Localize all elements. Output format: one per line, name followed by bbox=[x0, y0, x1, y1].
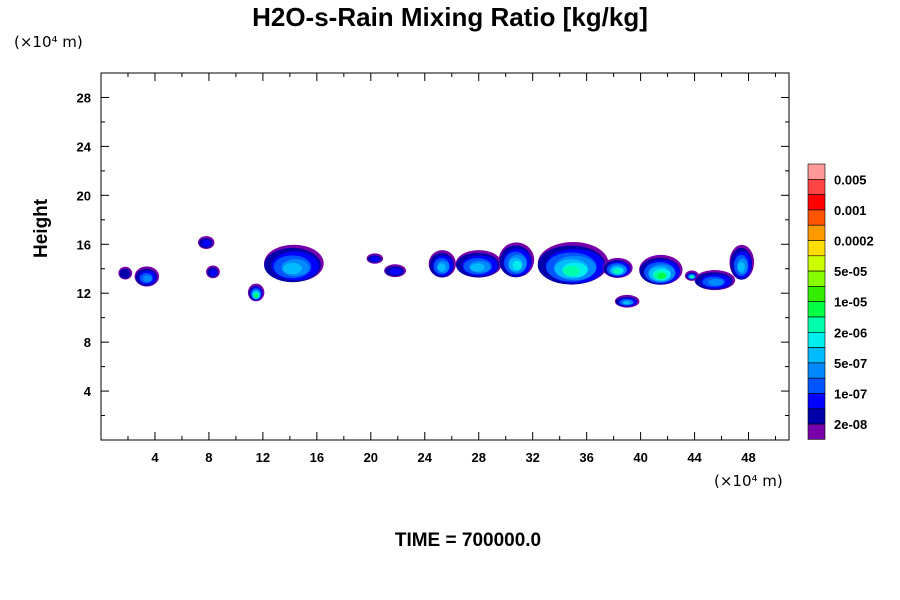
x-tick-label: 32 bbox=[525, 450, 539, 465]
rain-cell-level bbox=[563, 266, 580, 276]
rain-cell bbox=[206, 265, 220, 279]
y-tick-label: 20 bbox=[77, 188, 91, 203]
rain-cell bbox=[384, 264, 407, 278]
rain-cell-level bbox=[370, 256, 380, 262]
y-tick-label: 28 bbox=[77, 90, 91, 105]
rain-cell-level bbox=[202, 240, 212, 247]
rain-cell bbox=[366, 253, 384, 264]
rain-cell-level bbox=[437, 263, 446, 272]
x-tick-label: 28 bbox=[471, 450, 485, 465]
y-tick-label: 8 bbox=[84, 335, 91, 350]
rain-cell bbox=[134, 266, 160, 287]
rain-cell bbox=[537, 242, 609, 285]
rain-cell bbox=[614, 294, 640, 308]
colorbar-label: 2e-06 bbox=[834, 325, 867, 340]
colorbar-swatch bbox=[807, 362, 826, 379]
x-tick-label: 24 bbox=[418, 450, 433, 465]
y-tick-label: 16 bbox=[77, 237, 91, 252]
colorbar-label: 1e-07 bbox=[834, 387, 867, 402]
y-tick-label: 12 bbox=[77, 286, 91, 301]
rain-cell-level bbox=[389, 268, 402, 275]
colorbar-label: 0.005 bbox=[834, 172, 867, 187]
rain-cell-level bbox=[119, 268, 131, 279]
rain-cell-level bbox=[209, 269, 217, 276]
rain-cell-level bbox=[708, 278, 724, 286]
x-tick-label: 48 bbox=[741, 450, 755, 465]
x-tick-label: 8 bbox=[205, 450, 212, 465]
colorbar-swatch bbox=[807, 347, 826, 364]
x-tick-label: 40 bbox=[633, 450, 647, 465]
rain-cell-level bbox=[737, 261, 745, 273]
colorbar-swatch bbox=[807, 240, 826, 257]
colorbar-swatch bbox=[807, 194, 826, 211]
rain-cell bbox=[694, 270, 736, 291]
colorbar-swatch bbox=[807, 224, 826, 241]
colorbar-label: 5e-07 bbox=[834, 356, 867, 371]
rain-cell-level bbox=[613, 269, 621, 274]
colorbar-swatch bbox=[807, 377, 826, 394]
colorbar-swatch bbox=[807, 301, 826, 318]
colorbar: 0.005 0.001 0.0002 5e-05 1e-05 2e-06 5e-07 1e-0… bbox=[807, 163, 874, 440]
colorbar-label: 0.001 bbox=[834, 203, 867, 218]
rain-cell bbox=[639, 254, 683, 285]
rain-cell bbox=[455, 250, 502, 278]
colorbar-swatch bbox=[807, 179, 826, 195]
x-tick-label: 20 bbox=[364, 450, 378, 465]
rain-cell bbox=[684, 270, 699, 281]
rain-cell bbox=[602, 257, 633, 278]
rain-cell bbox=[118, 266, 133, 280]
rain-cell bbox=[428, 250, 456, 278]
colorbar-label: 2e-08 bbox=[834, 417, 867, 432]
data-cells bbox=[118, 236, 755, 308]
rain-cell-level bbox=[512, 260, 522, 270]
colorbar-swatch bbox=[807, 331, 826, 348]
rain-cell bbox=[264, 244, 324, 283]
x-tick-label: 12 bbox=[256, 450, 270, 465]
rain-cell bbox=[247, 283, 265, 302]
y-tick-label: 4 bbox=[84, 384, 92, 399]
colorbar-swatch bbox=[807, 408, 826, 425]
x-tick-label: 44 bbox=[687, 450, 702, 465]
rain-cell-level bbox=[470, 263, 485, 272]
colorbar-swatch bbox=[807, 423, 826, 440]
x-axis-unit: (×10⁴ m) bbox=[714, 472, 783, 490]
colorbar-label: 5e-05 bbox=[834, 264, 867, 279]
colorbar-swatch bbox=[807, 163, 826, 180]
colorbar-swatch bbox=[807, 270, 826, 287]
chart-title: H2O-s-Rain Mixing Ratio [kg/kg] bbox=[252, 2, 648, 32]
colorbar-label: 1e-05 bbox=[834, 295, 867, 310]
rain-cell bbox=[729, 244, 755, 280]
rain-cell-level bbox=[283, 262, 302, 275]
rain-cell-level bbox=[622, 301, 631, 305]
colorbar-swatch bbox=[807, 209, 826, 226]
x-tick-label: 16 bbox=[310, 450, 324, 465]
colorbar-swatch bbox=[807, 393, 826, 410]
colorbar-swatch bbox=[807, 316, 826, 333]
y-axis-unit: (×10⁴ m) bbox=[14, 33, 83, 51]
rain-cell bbox=[498, 242, 535, 278]
colorbar-swatch bbox=[807, 255, 826, 272]
x-tick-label: 4 bbox=[151, 450, 159, 465]
rain-cell bbox=[197, 236, 215, 249]
rain-cell-level bbox=[143, 275, 152, 283]
colorbar-swatch bbox=[807, 286, 826, 302]
y-tick-label: 24 bbox=[77, 139, 92, 154]
rain-cell-level bbox=[690, 276, 693, 279]
colorbar-label: 0.0002 bbox=[834, 234, 874, 249]
time-label: TIME = 700000.0 bbox=[394, 530, 542, 551]
plot-frame bbox=[100, 72, 790, 441]
rain-cell-level bbox=[254, 294, 258, 298]
rain-cell-level bbox=[657, 272, 667, 279]
x-tick-label: 36 bbox=[579, 450, 593, 465]
